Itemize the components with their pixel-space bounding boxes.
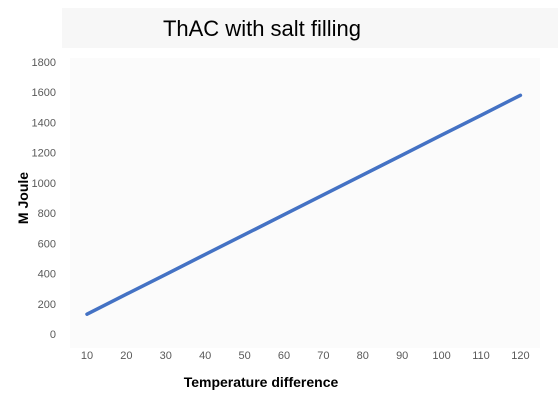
x-tick-label: 120 <box>511 350 529 362</box>
y-tick-label: 200 <box>38 299 56 311</box>
x-tick-label: 50 <box>238 350 250 362</box>
x-tick-label: 70 <box>317 350 329 362</box>
y-tick-label: 1000 <box>32 178 56 190</box>
x-tick-label: 110 <box>472 350 490 362</box>
x-tick-label: 30 <box>160 350 172 362</box>
chart-title: ThAC with salt filling <box>163 16 361 41</box>
y-tick-label: 800 <box>38 208 56 220</box>
y-tick-label: 1200 <box>32 148 56 160</box>
y-axis-label: M Joule <box>15 172 31 224</box>
x-tick-label: 90 <box>396 350 408 362</box>
y-tick-label: 600 <box>38 238 56 250</box>
x-axis-ticks: 10 20 30 40 50 60 70 80 90 100 110 120 <box>81 350 530 362</box>
y-tick-label: 1400 <box>32 117 56 129</box>
series-line <box>85 93 523 316</box>
x-tick-label: 80 <box>357 350 369 362</box>
x-tick-label: 60 <box>278 350 290 362</box>
y-tick-label: 1800 <box>32 57 56 69</box>
x-tick-label: 20 <box>120 350 132 362</box>
y-tick-label: 0 <box>50 329 56 341</box>
y-tick-label: 400 <box>38 269 56 281</box>
title-band <box>62 8 558 48</box>
x-tick-label: 40 <box>199 350 211 362</box>
x-tick-label: 10 <box>81 350 93 362</box>
series-group <box>85 93 523 316</box>
x-tick-label: 100 <box>432 350 450 362</box>
y-axis-ticks: 0 200 400 600 800 1000 1200 1400 1600 1800 <box>32 57 56 341</box>
y-tick-label: 1600 <box>32 87 56 99</box>
x-axis-label: Temperature difference <box>184 374 339 390</box>
